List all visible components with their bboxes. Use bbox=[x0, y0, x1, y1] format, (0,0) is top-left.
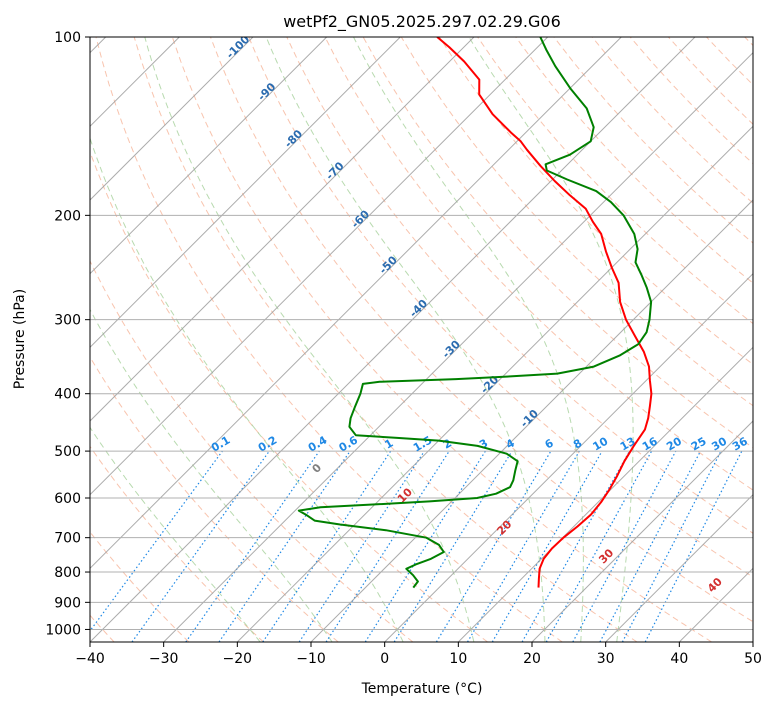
dry-adiabats bbox=[90, 37, 753, 642]
dry-adiabat-line bbox=[90, 259, 414, 642]
sounding-series bbox=[297, 37, 653, 589]
plot-frame bbox=[89, 36, 754, 643]
mixing-ratio-line bbox=[435, 450, 552, 642]
mixing-ratio-line bbox=[521, 450, 631, 642]
isotherm-line bbox=[90, 37, 549, 496]
dry-adiabat-line bbox=[248, 37, 753, 578]
moist-adiabat-line bbox=[353, 37, 584, 642]
moist-adiabat-line bbox=[90, 136, 404, 642]
isotherm-line bbox=[384, 272, 753, 642]
dry-adiabat-line bbox=[90, 356, 339, 642]
mixing-ratio-line bbox=[466, 450, 580, 642]
moist-adiabats bbox=[90, 37, 634, 642]
y-tick-label: 300 bbox=[54, 313, 81, 329]
chart-title: wetPf2_GN05.2025.297.02.29.G06 bbox=[283, 12, 561, 32]
isotherm-line bbox=[90, 37, 328, 275]
x-tick-label: 10 bbox=[449, 651, 467, 667]
dry-adiabat-line bbox=[324, 37, 753, 491]
x-tick-label: 0 bbox=[380, 651, 389, 667]
y-axis-title: Pressure (hPa) bbox=[12, 289, 28, 389]
dry-adiabat-line bbox=[133, 37, 638, 642]
x-tick-label: −30 bbox=[149, 651, 179, 667]
dry-adiabat-line bbox=[210, 37, 753, 623]
moist-adiabat-line bbox=[265, 37, 546, 642]
x-axis-title: Temperature (°C) bbox=[361, 681, 483, 697]
dry-adiabat-line bbox=[171, 37, 712, 642]
isotherm-line bbox=[605, 493, 753, 642]
y-tick-label: 800 bbox=[54, 565, 81, 581]
isobar-gridlines bbox=[90, 37, 753, 630]
dry-adiabat-line bbox=[90, 445, 264, 642]
dry-adiabat-line bbox=[515, 37, 753, 284]
isotherm-line bbox=[90, 37, 475, 422]
x-tick-label: −20 bbox=[223, 651, 253, 667]
y-tick-label: 900 bbox=[54, 595, 81, 611]
moist-adiabat-line bbox=[144, 37, 475, 642]
mixing-ratio-line bbox=[393, 450, 513, 642]
y-tick-label: 700 bbox=[54, 531, 81, 547]
x-tick-label: 40 bbox=[670, 651, 688, 667]
x-tick-label: −40 bbox=[75, 651, 105, 667]
mixing-ratio-line bbox=[218, 450, 351, 642]
x-tick-label: 50 bbox=[744, 651, 762, 667]
y-tick-label: 200 bbox=[54, 208, 81, 224]
mixing-ratio-line bbox=[325, 450, 450, 642]
mixing-ratio-line bbox=[572, 450, 677, 642]
y-axis-ticks: 100 200 300 400 500 600 700 800 900 1000 bbox=[45, 30, 90, 638]
mixing-ratio-line bbox=[185, 450, 320, 642]
dry-adiabat-line bbox=[95, 37, 563, 642]
isotherm-line bbox=[90, 37, 622, 570]
y-tick-label: 100 bbox=[54, 30, 81, 46]
y-tick-label: 500 bbox=[54, 444, 81, 460]
y-tick-label: 400 bbox=[54, 387, 81, 403]
temperature-profile-line bbox=[436, 37, 653, 588]
isotherm-line bbox=[163, 51, 753, 642]
dewpoint-profile-line bbox=[297, 37, 653, 589]
x-tick-label: 30 bbox=[597, 651, 615, 667]
y-tick-label: 600 bbox=[54, 491, 81, 507]
moist-adiabat-line bbox=[90, 308, 333, 642]
isotherm-line bbox=[531, 420, 753, 642]
isotherm-line bbox=[236, 125, 753, 642]
isotherm-line bbox=[90, 37, 254, 201]
dry-adiabat-line bbox=[286, 37, 753, 534]
moist-adiabat-line bbox=[90, 426, 261, 642]
y-tick-label: 1000 bbox=[45, 622, 81, 638]
isotherm-line bbox=[90, 37, 696, 642]
mixing-ratio-line bbox=[491, 450, 603, 642]
x-tick-label: 20 bbox=[523, 651, 541, 667]
isotherm-line bbox=[90, 37, 401, 349]
x-tick-label: −10 bbox=[296, 651, 326, 667]
mixing-ratio-line bbox=[364, 450, 486, 642]
isotherm-line bbox=[310, 199, 753, 642]
x-axis-ticks: −40 −30 −20 −10 0 10 20 30 40 50 bbox=[75, 642, 762, 667]
